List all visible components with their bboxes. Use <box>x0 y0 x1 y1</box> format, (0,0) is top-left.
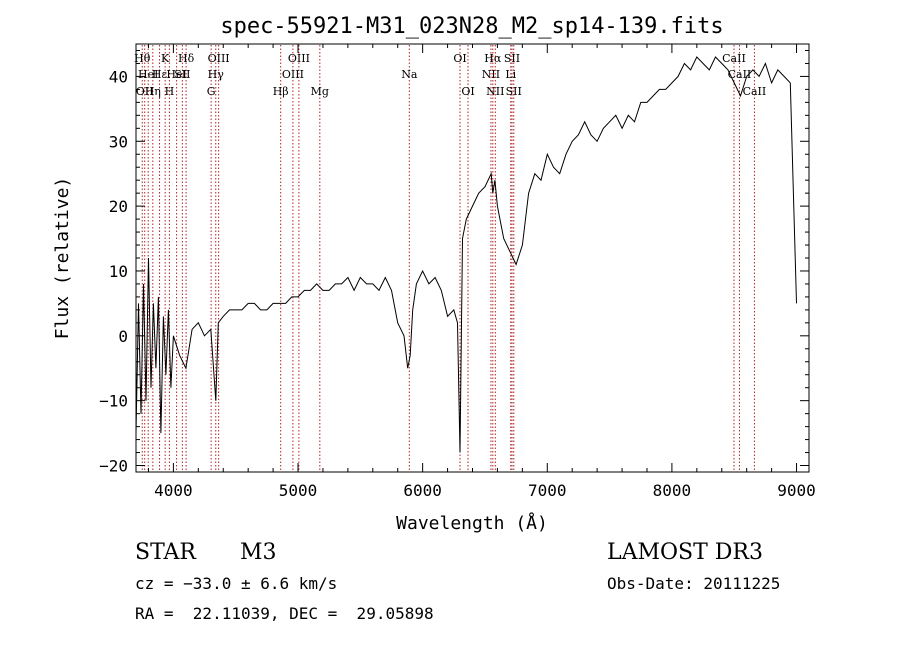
emission-lines <box>141 45 755 471</box>
object-subclass: M3 <box>240 540 277 565</box>
line-label-12: OIII <box>208 52 230 65</box>
obs-date-text: Obs-Date: 20111225 <box>607 574 781 593</box>
y-axis-label: Flux (relative) <box>52 177 73 340</box>
line-label-8: SII <box>174 68 190 81</box>
y-tick-label-6: 40 <box>109 67 128 86</box>
x-tick-label-0: 4000 <box>154 481 193 500</box>
line-label-13: Hβ <box>273 85 289 98</box>
coordinates-text: RA = 22.11039, DEC = 29.05898 <box>135 604 434 623</box>
survey-name: LAMOST DR3 <box>607 540 763 565</box>
line-label-1: OII <box>136 85 154 98</box>
x-tick-label-5: 9000 <box>777 481 816 500</box>
y-tick-label-5: 30 <box>109 132 128 151</box>
line-label-16: Mg <box>311 85 329 98</box>
line-label-23: Li <box>505 68 516 81</box>
chart-title: spec-55921-M31_023N28_M2_sp14-139.fits <box>220 14 723 39</box>
line-label-22: NII <box>486 85 504 98</box>
line-label-7: HeI <box>166 68 186 81</box>
line-label-20: NII <box>482 68 500 81</box>
line-label-0: Hθ <box>134 52 151 65</box>
line-label-3: Hη <box>145 85 161 98</box>
line-label-21: Hα <box>484 52 502 65</box>
x-tick-label-1: 5000 <box>279 481 318 500</box>
line-label-17: Na <box>401 68 418 81</box>
line-label-9: Hδ <box>178 52 195 65</box>
y-tick-label-1: −10 <box>99 392 128 411</box>
line-label-24: SII <box>504 52 520 65</box>
line-label-19: OI <box>461 85 474 98</box>
line-label-27: CaII <box>728 68 752 81</box>
spectrum-line <box>135 56 797 453</box>
line-label-28: CaII <box>743 85 767 98</box>
y-tick-label-0: −20 <box>99 457 128 476</box>
object-class: STAR <box>135 540 196 565</box>
x-axis-label: Wavelength (Å) <box>396 512 548 534</box>
x-tick-label-3: 7000 <box>528 481 567 500</box>
line-label-26: CaII <box>722 52 746 65</box>
y-axis: −20 −10 0 10 20 30 40 <box>99 49 809 476</box>
line-label-11: Hγ <box>208 68 225 81</box>
plot-frame <box>135 43 810 473</box>
line-label-25: SII <box>506 85 522 98</box>
y-tick-label-3: 10 <box>109 262 128 281</box>
line-label-2: HeI <box>138 68 158 81</box>
x-tick-label-2: 6000 <box>403 481 442 500</box>
line-labels: HθOIIHeIHηHεKHHeISIIHδGHγOIIIHβOIIIOIIIM… <box>134 52 766 98</box>
line-label-10: G <box>207 85 216 98</box>
line-label-5: K <box>161 52 170 65</box>
redshift-text: cz = −33.0 ± 6.6 km/s <box>135 574 338 593</box>
x-axis: 4000 5000 6000 7000 8000 9000 <box>147 44 816 500</box>
x-tick-label-4: 8000 <box>653 481 692 500</box>
line-label-14: OIII <box>282 68 304 81</box>
line-label-6: H <box>165 85 175 98</box>
line-label-4: Hε <box>152 68 168 81</box>
line-label-18: OI <box>453 52 466 65</box>
line-label-15: OIII <box>288 52 310 65</box>
y-tick-label-4: 20 <box>109 197 128 216</box>
y-tick-label-2: 0 <box>118 327 128 346</box>
